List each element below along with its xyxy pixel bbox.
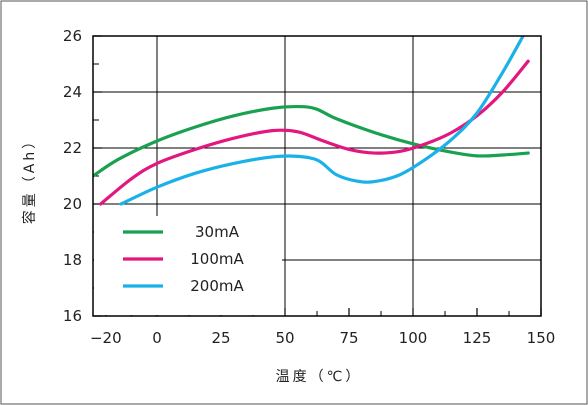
x-axis-label: 温度（℃）: [276, 369, 363, 385]
x-tick-label: 25: [211, 329, 230, 347]
legend-background: [94, 216, 282, 315]
y-axis-label: 容量（Ah）: [21, 132, 38, 224]
series-line-200mA: [119, 36, 525, 206]
x-tick-label: 100: [399, 329, 428, 347]
y-tick-label: 20: [63, 195, 82, 213]
series-layer: [93, 36, 530, 206]
y-tick-label: 26: [63, 27, 82, 45]
series-line-100mA: [99, 59, 530, 206]
y-tick-labels: 16 18 20 22 24 26: [63, 27, 82, 325]
series-line-30mA: [93, 104, 530, 178]
legend-label-200mA: 200mA: [190, 277, 244, 295]
y-tick-label: 22: [63, 139, 82, 157]
legend-label-30mA: 30mA: [195, 223, 240, 241]
x-tick-label: 125: [463, 329, 492, 347]
y-tick-label: 24: [63, 83, 82, 101]
legend: 30mA 100mA 200mA: [94, 216, 282, 315]
x-tick-label: 0: [152, 329, 162, 347]
legend-label-100mA: 100mA: [190, 250, 244, 268]
x-tick-label: −20: [90, 329, 122, 347]
x-tick-label: 50: [275, 329, 294, 347]
x-tick-labels: −20 0 25 50 75 100 125 150: [90, 329, 555, 347]
y-tick-label: 18: [63, 251, 82, 269]
x-tick-label: 150: [527, 329, 556, 347]
plot-area-border: [92, 35, 542, 317]
x-tick-label: 75: [339, 329, 358, 347]
y-tick-label: 16: [63, 307, 82, 325]
